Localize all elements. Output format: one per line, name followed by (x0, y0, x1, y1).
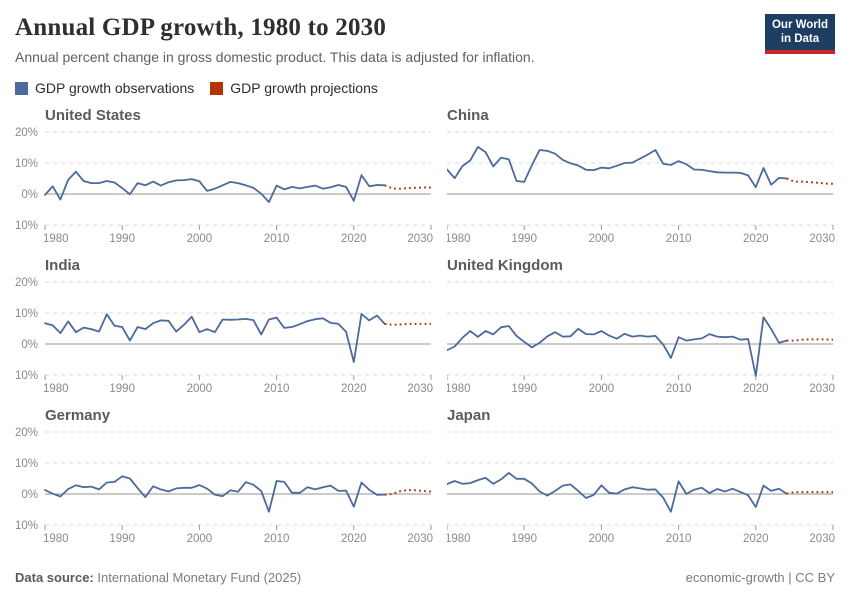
chart-india: India -10% 0% 10% 20% 1980 1990 2000 2010 2020 20… (15, 256, 433, 398)
svg-text:2010: 2010 (264, 383, 290, 395)
footer: Data source: International Monetary Fund… (15, 570, 835, 600)
chart-japan: Japan 1980 1990 2000 2010 2020 2030 (447, 406, 835, 548)
page-title: Annual GDP growth, 1980 to 2030 (15, 14, 387, 41)
svg-text:1980: 1980 (447, 233, 471, 245)
svg-text:2000: 2000 (187, 383, 213, 395)
data-source: Data source: International Monetary Fund… (15, 570, 301, 585)
svg-text:2000: 2000 (589, 533, 615, 545)
chart-plot-japan: 1980 1990 2000 2010 2020 2030 (447, 431, 835, 545)
svg-text:2000: 2000 (589, 233, 615, 245)
svg-text:2010: 2010 (666, 383, 692, 395)
chart-plot-united-states: -10% 0% 10% 20% 1980 1990 2000 2010 2020 2030 (15, 127, 433, 245)
svg-text:20%: 20% (15, 427, 38, 439)
svg-text:0%: 0% (21, 189, 38, 201)
legend-projections-label: GDP growth projections (230, 80, 378, 96)
license-link[interactable]: economic-growth | CC BY (685, 570, 835, 585)
svg-text:2030: 2030 (407, 383, 433, 395)
svg-text:2010: 2010 (264, 533, 290, 545)
svg-text:2000: 2000 (187, 533, 213, 545)
chart-united-states: United States -10% 0% 10% 20% 1980 1990 2000 20… (15, 106, 433, 248)
svg-text:1980: 1980 (43, 533, 69, 545)
observations-swatch-icon (15, 81, 28, 95)
owid-logo-line1: Our World (771, 19, 828, 31)
chart-title-japan: Japan (447, 407, 491, 424)
svg-text:2030: 2030 (809, 533, 835, 545)
svg-text:1990: 1990 (109, 233, 135, 245)
svg-text:1980: 1980 (43, 233, 69, 245)
chart-china: China 1980 1990 2000 2010 2020 2030 (447, 106, 835, 248)
svg-text:1980: 1980 (447, 383, 471, 395)
svg-text:20%: 20% (15, 127, 38, 139)
chart-plot-india: -10% 0% 10% 20% 1980 1990 2000 2010 2020 2030 (15, 277, 433, 395)
svg-text:1990: 1990 (511, 533, 537, 545)
data-source-label: Data source: (15, 570, 94, 585)
svg-text:2030: 2030 (809, 383, 835, 395)
svg-text:2030: 2030 (407, 233, 433, 245)
chart-title-india: India (45, 257, 81, 274)
svg-text:20%: 20% (15, 277, 38, 289)
svg-text:-10%: -10% (15, 520, 38, 532)
svg-text:2000: 2000 (589, 383, 615, 395)
svg-text:2020: 2020 (743, 233, 769, 245)
chart-title-united-kingdom: United Kingdom (447, 257, 563, 274)
svg-text:1980: 1980 (43, 383, 69, 395)
svg-text:1990: 1990 (109, 533, 135, 545)
svg-text:0%: 0% (21, 489, 38, 501)
chart-title-germany: Germany (45, 407, 111, 424)
chart-plot-germany: -10% 0% 10% 20% 1980 1990 2000 2010 2020 2030 (15, 427, 433, 545)
svg-text:1980: 1980 (447, 533, 471, 545)
svg-text:2020: 2020 (341, 533, 367, 545)
chart-united-kingdom: United Kingdom 1980 1990 2000 2010 2020 2030 (447, 256, 835, 398)
owid-logo-line2: in Data (780, 33, 820, 46)
svg-text:2010: 2010 (666, 533, 692, 545)
svg-text:10%: 10% (15, 308, 38, 320)
svg-text:0%: 0% (21, 339, 38, 351)
legend-item-projections: GDP growth projections (210, 80, 378, 96)
charts-grid: United States -10% 0% 10% 20% 1980 1990 2000 20… (15, 106, 835, 548)
svg-text:1990: 1990 (511, 233, 537, 245)
svg-text:1990: 1990 (511, 383, 537, 395)
svg-text:10%: 10% (15, 458, 38, 470)
svg-text:2020: 2020 (341, 383, 367, 395)
svg-text:2020: 2020 (743, 533, 769, 545)
chart-title-united-states: United States (45, 107, 141, 124)
data-source-value: International Monetary Fund (2025) (93, 570, 302, 585)
page-subtitle: Annual percent change in gross domestic … (15, 49, 535, 65)
owid-logo: Our World in Data (764, 14, 835, 54)
chart-germany: Germany -10% 0% 10% 20% 1980 1990 2000 2010 2020… (15, 406, 433, 548)
svg-text:2010: 2010 (264, 233, 290, 245)
chart-plot-china: 1980 1990 2000 2010 2020 2030 (447, 131, 835, 245)
projections-swatch-icon (210, 81, 224, 95)
legend-item-observations: GDP growth observations (15, 80, 194, 96)
svg-text:2000: 2000 (187, 233, 213, 245)
svg-text:2020: 2020 (743, 383, 769, 395)
chart-title-china: China (447, 107, 489, 124)
svg-text:-10%: -10% (15, 220, 38, 232)
svg-text:2030: 2030 (809, 233, 835, 245)
svg-text:10%: 10% (15, 158, 38, 170)
svg-text:2010: 2010 (666, 233, 692, 245)
svg-text:-10%: -10% (15, 370, 38, 382)
chart-plot-united-kingdom: 1980 1990 2000 2010 2020 2030 (447, 281, 835, 395)
legend: GDP growth observations GDP growth proje… (15, 80, 835, 96)
svg-text:1990: 1990 (109, 383, 135, 395)
svg-text:2030: 2030 (407, 533, 433, 545)
legend-observations-label: GDP growth observations (35, 80, 195, 96)
svg-text:2020: 2020 (341, 233, 367, 245)
